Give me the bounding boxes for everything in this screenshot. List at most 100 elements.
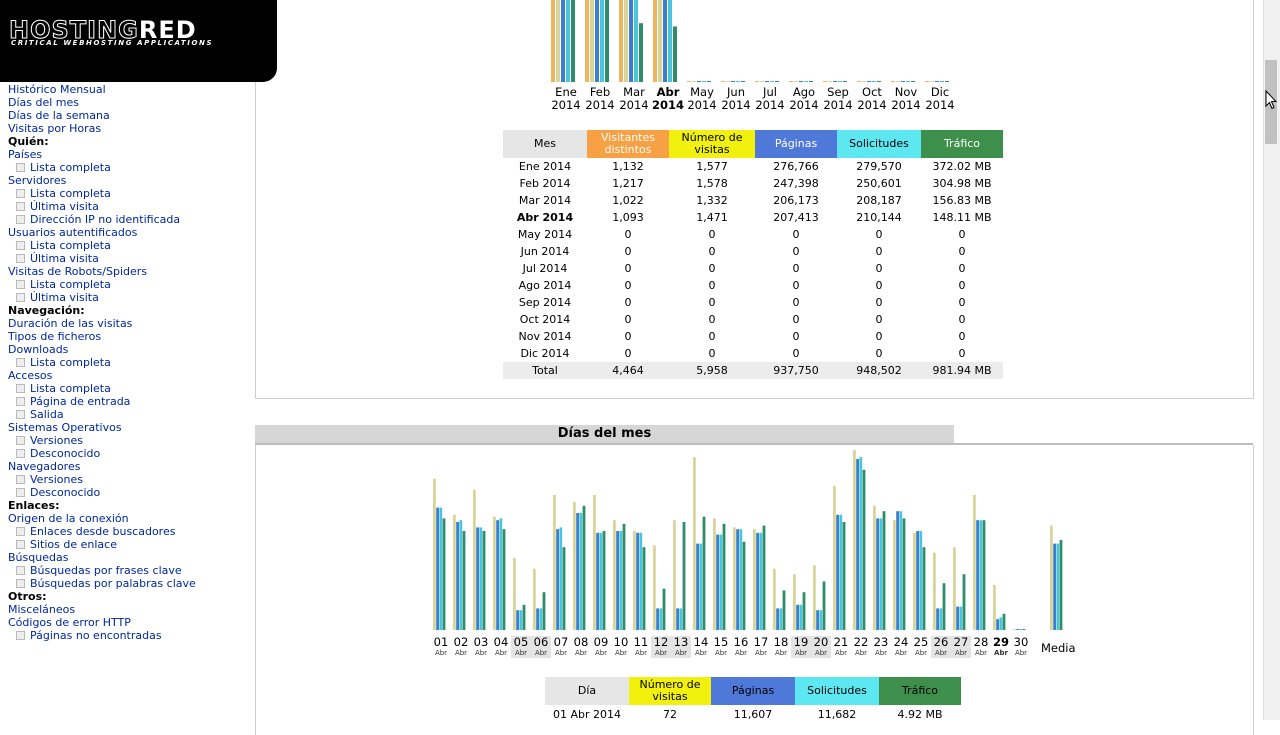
month-name-label: Jul [763,85,777,99]
day-month-label: Abr [674,649,688,657]
submenu-bullet-icon [16,487,25,497]
sidebar-item-link[interactable]: Tipos de ficheros [8,330,102,343]
day-number-label: 23 [873,635,889,649]
sidebar-item-link[interactable]: Usuarios autentificados [8,226,138,239]
sidebar-item-link[interactable]: Downloads [8,343,69,356]
daily-chart-label: 30 Abr [1011,636,1031,658]
month-year-label: 2014 [925,98,955,112]
sidebar-subitem-link[interactable]: Última visita [30,252,99,265]
submenu-bullet-icon [16,474,25,484]
sidebar-section-header: Otros: [8,590,47,603]
sidebar-item-link[interactable]: Días del mes [8,96,80,109]
day-number-label: 01 [433,635,449,649]
day-month-label: Abr [454,649,468,657]
sidebar-subitem-link[interactable]: Desconocido [30,486,101,499]
table-total-row: Total 4,464 5,958 937,750 948,502 981.94 MB [503,362,1003,379]
daily-bar [1013,629,1016,630]
monthly-bar [760,81,764,82]
sidebar-item-link[interactable]: Servidores [8,174,67,187]
sidebar-item-link[interactable]: Visitas de Robots/Spiders [8,265,148,278]
page-scrollbar[interactable] [1263,0,1280,720]
sidebar-item-link[interactable]: Histórico Mensual [8,83,106,96]
sidebar-subitem-link[interactable]: Lista completa [30,382,111,395]
monthly-cell-tra: 0 [958,245,966,258]
daily-bar [553,495,556,630]
sidebar-row: Lista completa [8,187,248,200]
sidebar-subitem-link[interactable]: Salida [30,408,64,421]
day-month-label: Abr [854,649,868,657]
sidebar-item-link[interactable]: Origen de la conexión [8,512,129,525]
sidebar-subitem-link[interactable]: Lista completa [30,278,111,291]
daily-bar [513,558,516,630]
monthly-bar [838,81,842,82]
day-number-label: 30 [1013,635,1029,649]
sidebar-subitem-link[interactable]: Sitios de enlace [30,538,117,551]
sidebar-subitem-link[interactable]: Búsquedas por frases clave [30,564,182,577]
sidebar-row: Desconocido [8,447,248,460]
sidebar-subitem-link[interactable]: Búsquedas por palabras clave [30,577,196,590]
monthly-cell-num: 0 [708,279,716,292]
day-month-label: Abr [494,649,508,657]
daily-chart-label: 13 Abr [671,636,691,658]
monthly-cell-pag: 207,413 [773,211,819,224]
sidebar-subitem-link[interactable]: Última visita [30,291,99,304]
submenu-bullet-icon [16,396,25,406]
daily-bar [802,592,806,630]
table-row: Sep 2014 0 0 0 0 0 [503,294,1003,311]
daily-bar [502,529,506,630]
monthly-bar [901,81,905,82]
monthly-cell-vis: 0 [624,313,632,326]
daily-bar [676,608,679,630]
daily-chart-label: 10 Abr [611,636,631,658]
daily-bar [796,604,799,630]
sidebar-row: Salida [8,408,248,421]
sidebar-row: Página de entrada [8,395,248,408]
daily-bar [999,617,1003,630]
sidebar-subitem-link[interactable]: Lista completa [30,187,111,200]
sidebar-subitem-link[interactable]: Lista completa [30,161,111,174]
monthly-bar [668,0,672,82]
daily-bar [462,531,466,630]
monthly-bar [799,81,803,82]
monthly-bar [731,81,735,82]
daily-bar [882,511,886,630]
monthly-cell-pag: 206,173 [773,194,819,207]
sidebar-item-link[interactable]: Días de la semana [8,109,110,122]
site-logo[interactable]: HOSTINGRED CRITICAL WEBHOSTING APPLICATI… [0,0,277,82]
monthly-cell-sol: 250,601 [856,177,902,190]
sidebar-subitem-link[interactable]: Enlaces desde buscadores [30,525,176,538]
monthly-bar [721,81,725,82]
sidebar-subitem-link[interactable]: Última visita [30,200,99,213]
daily-chart-label: 07 Abr [551,636,571,658]
sidebar-subitem-link[interactable]: Versiones [30,434,83,447]
month-year-label: 2014 [551,98,581,112]
monthly-bar [561,0,565,82]
sidebar-subitem-link[interactable]: Versiones [30,473,83,486]
sidebar-subitem-link[interactable]: Páginas no encontradas [30,629,162,642]
sidebar-row: Servidores [8,174,248,187]
month-year-label: 2014 [651,98,684,112]
sidebar-item-link[interactable]: Búsquedas [8,551,69,564]
sidebar-subitem-link[interactable]: Lista completa [30,239,111,252]
sidebar-item-link[interactable]: Visitas por Horas [8,122,102,135]
sidebar-item-link[interactable]: Códigos de error HTTP [8,616,131,629]
daily-bar [599,532,603,630]
sidebar-item-link[interactable]: Misceláneos [8,603,76,616]
sidebar-subitem-link[interactable]: Página de entrada [30,395,131,408]
sidebar-item-link[interactable]: Accesos [8,369,53,382]
month-year-label: 2014 [619,98,649,112]
daily-bar [1016,629,1019,630]
monthly-bar [687,81,691,82]
monthly-bar [663,0,667,82]
sidebar-subitem-link[interactable]: Dirección IP no identificada [30,213,181,226]
day-month-label: Abr [574,649,588,657]
monthly-cell-pag: 0 [792,330,800,343]
sidebar-item-link[interactable]: Navegadores [8,460,81,473]
sidebar-item-link[interactable]: Países [8,148,43,161]
sidebar-subitem-link[interactable]: Lista completa [30,356,111,369]
sidebar-subitem-link[interactable]: Desconocido [30,447,101,460]
sidebar-item-link[interactable]: Sistemas Operativos [8,421,122,434]
sidebar-item-link[interactable]: Duración de las visitas [8,317,133,330]
monthly-bar-chart [551,0,949,83]
monthly-bar [658,0,662,82]
